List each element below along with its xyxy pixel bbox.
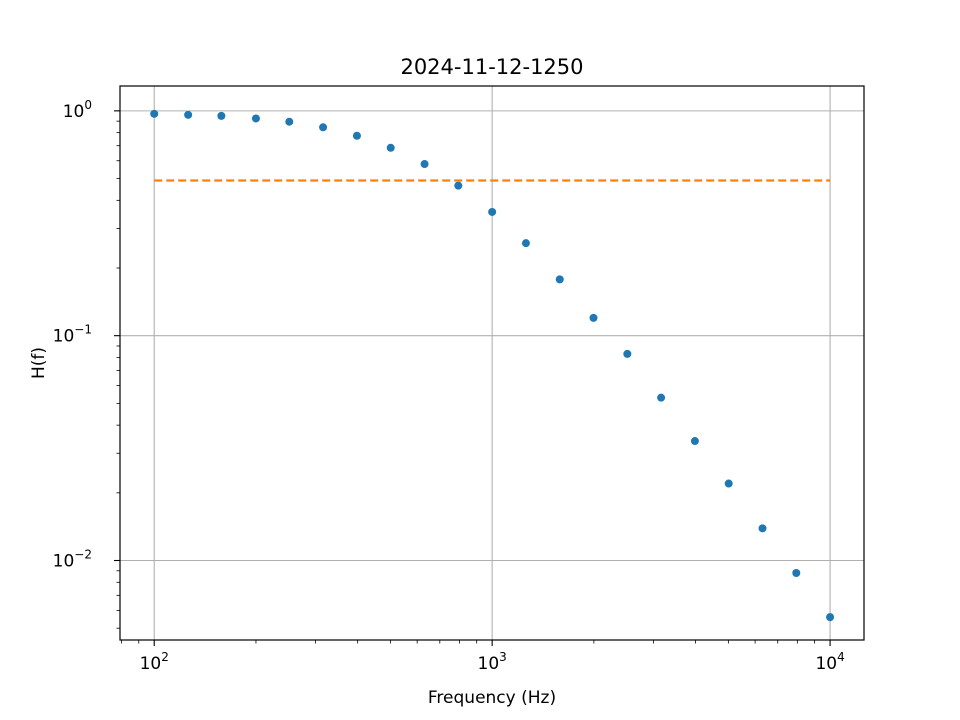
y-tick-label: 100 [63,98,92,122]
y-tick-label: 10−2 [53,548,92,572]
x-tick-label-exponent: 2 [161,650,169,664]
data-point [623,349,632,358]
data-point [589,313,598,322]
y-tick-label: 10−1 [53,323,92,347]
data-point [386,143,395,152]
x-tick-label-exponent: 4 [837,650,845,664]
data-point [724,479,733,488]
x-tick-label-base: 10 [140,654,162,674]
data-point [251,114,260,123]
data-point [352,131,361,140]
x-tick-label: 104 [815,650,844,674]
x-tick-label: 103 [478,650,507,674]
data-point [285,117,294,126]
grid [120,86,864,640]
data-point [792,568,801,577]
data-point [826,613,835,622]
x-tick-label-exponent: 3 [499,650,507,664]
data-point [555,275,564,284]
x-tick-label-base: 10 [815,654,837,674]
data-point [454,181,463,190]
y-tick-label-exponent: −2 [74,548,92,562]
y-tick-label-exponent: −1 [74,323,92,337]
y-tick-label-base: 10 [53,327,75,347]
plot-area [150,109,835,622]
y-axis-label: H(f) [29,347,49,379]
data-point [758,524,767,533]
y-tick-label-base: 10 [63,102,85,122]
x-tick-label-base: 10 [478,654,500,674]
data-point [184,110,193,119]
x-axis-label: Frequency (Hz) [428,688,556,708]
data-point [319,123,328,132]
data-point [217,111,226,120]
data-point [690,437,699,446]
data-point [488,207,497,216]
data-point [521,239,530,248]
y-tick-label-exponent: 0 [84,98,92,112]
minor-ticks [116,120,816,644]
chart-title: 2024-11-12-1250 [400,55,583,79]
data-point [420,160,429,169]
x-tick-label: 102 [140,650,169,674]
data-point [150,109,159,118]
y-tick-label-base: 10 [53,552,75,572]
data-point [657,393,666,402]
